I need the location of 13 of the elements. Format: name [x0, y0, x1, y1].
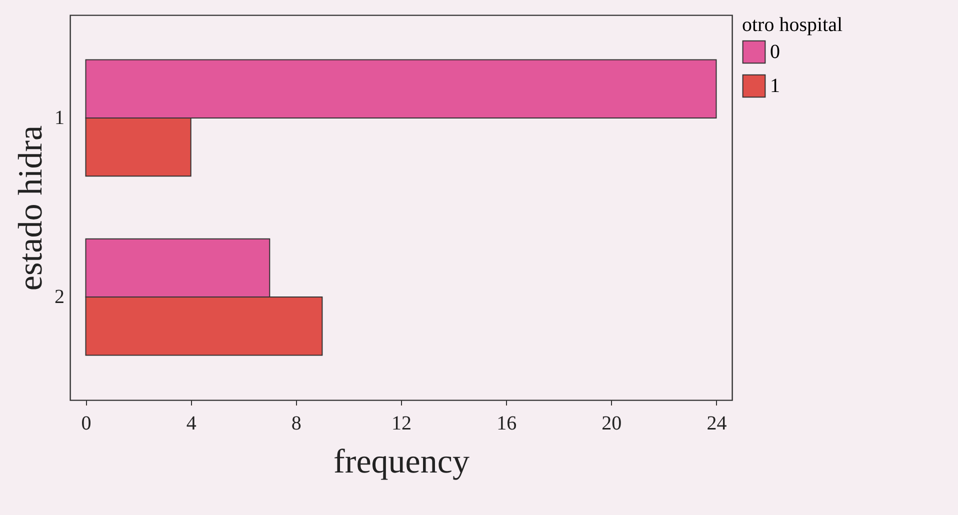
x-tick-label: 24 — [706, 412, 727, 434]
y-axis-title: estado hidra — [12, 125, 50, 291]
legend-title: otro hospital — [742, 14, 843, 36]
x-tick-label: 4 — [186, 412, 196, 434]
x-tick-label: 16 — [496, 412, 517, 434]
x-axis-title: frequency — [334, 444, 470, 480]
x-tick-label: 8 — [291, 412, 302, 434]
y-tick-label: 2 — [54, 286, 64, 308]
x-tick-label: 20 — [602, 412, 622, 434]
legend-label: 0 — [770, 41, 780, 63]
legend-label: 1 — [770, 75, 780, 97]
x-tick-label: 0 — [81, 412, 92, 434]
x-tick-label: 12 — [392, 412, 412, 434]
